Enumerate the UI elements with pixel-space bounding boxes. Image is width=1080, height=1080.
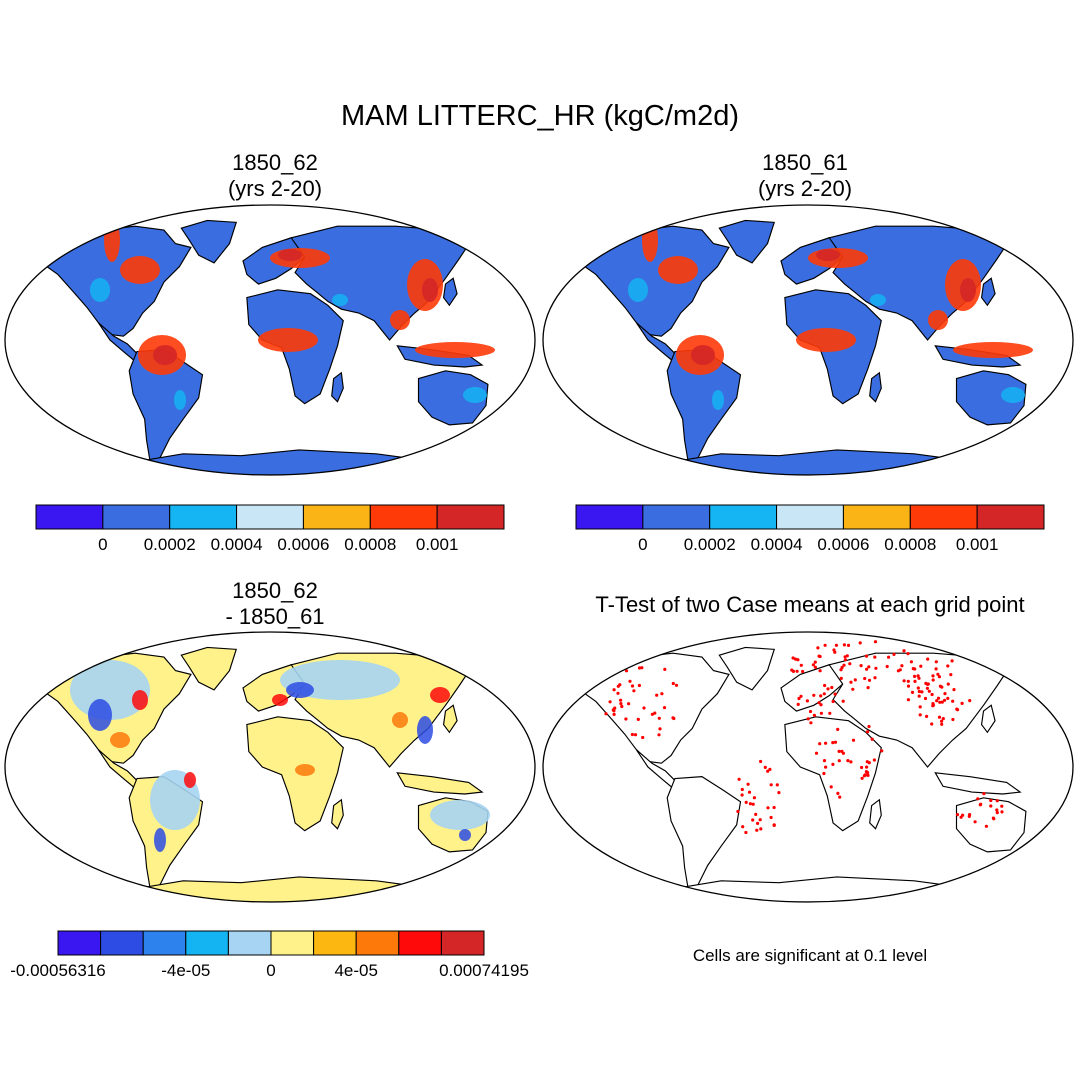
panel-title-line1: 1850_61 xyxy=(762,150,848,175)
panel-title-line2: (yrs 2-20) xyxy=(757,176,853,201)
colorbar-case2-swatch xyxy=(575,504,644,530)
map-border xyxy=(542,631,1074,903)
panel-title-line1: 1850_62 xyxy=(232,150,318,175)
colorbar-case1-swatch xyxy=(436,504,505,530)
colorbar-case2-swatch xyxy=(709,504,778,530)
colorbar-case2-tick-label: 0.001 xyxy=(956,535,999,554)
map-panel-case2 xyxy=(542,204,1074,476)
colorbar-diff-swatch xyxy=(100,930,144,956)
colorbar-diff-tick-label: 0 xyxy=(266,961,275,980)
colorbar-case1-swatch xyxy=(169,504,238,530)
panel-title-diff: 1850_62 - 1850_61 xyxy=(140,578,410,630)
colorbar-case1-tick-label: 0.0008 xyxy=(344,535,396,554)
colorbar-case2-tick-label: 0.0004 xyxy=(751,535,803,554)
colorbar-case1-swatch xyxy=(369,504,438,530)
map-panel-ttest xyxy=(542,631,1074,903)
colorbar-diff-tick-label: -0.00056316 xyxy=(10,961,105,980)
colorbar-case1-tick-label: 0.001 xyxy=(416,535,459,554)
panel-title-case2: 1850_61 (yrs 2-20) xyxy=(670,150,940,202)
panel-title-line2: (yrs 2-20) xyxy=(227,176,323,201)
colorbar-case1-tick-label: 0.0002 xyxy=(144,535,196,554)
colorbar-case2-tick-label: 0.0006 xyxy=(817,535,869,554)
colorbar-diff-swatch xyxy=(270,930,315,956)
significance-note: Cells are significant at 0.1 level xyxy=(692,946,928,965)
panel-title-ttest: T-Test of two Case means at each grid po… xyxy=(595,592,1025,617)
colorbar-case1: 0 0.0002 0.0004 0.0006 0.0008 0.001 xyxy=(35,504,505,554)
colorbar-diff-tick-label: 4e-05 xyxy=(334,961,377,980)
colorbar-case1-tick-label: 0.0006 xyxy=(277,535,329,554)
significance-dots xyxy=(604,640,1004,835)
colorbar-diff-tick-label: 0.00074195 xyxy=(439,961,529,980)
colorbar-case1-tick-label: 0.0004 xyxy=(211,535,263,554)
colorbar-case2-tick-label: 0.0008 xyxy=(884,535,936,554)
colorbar-case2-tick-label: 0.0002 xyxy=(684,535,736,554)
colorbar-case2-swatch xyxy=(909,504,978,530)
colorbar-diff-swatch xyxy=(57,930,102,956)
colorbar-diff-swatch xyxy=(398,930,442,956)
map-border xyxy=(4,204,536,476)
map-border xyxy=(542,204,1074,476)
panel-title-case1: 1850_62 (yrs 2-20) xyxy=(140,150,410,202)
colorbar-diff-swatch xyxy=(142,930,187,956)
colorbar-case2-tick-label: 0 xyxy=(638,535,647,554)
colorbar-case2-swatch xyxy=(842,504,911,530)
map-border xyxy=(4,631,536,903)
colorbar-case2-swatch xyxy=(976,504,1045,530)
colorbar-case1-swatch xyxy=(35,504,104,530)
colorbar-diff-swatch xyxy=(313,930,357,956)
colorbar-case2-swatch xyxy=(776,504,844,530)
colorbar-case2-swatch xyxy=(642,504,711,530)
colorbar-case1-swatch xyxy=(302,504,371,530)
map-panel-case1 xyxy=(4,204,536,476)
colorbar-diff: -0.00056316 -4e-05 0 4e-05 0.00074195 xyxy=(10,930,529,980)
colorbar-case2: 0 0.0002 0.0004 0.0006 0.0008 0.001 xyxy=(575,504,1045,554)
colorbar-case1-swatch xyxy=(102,504,171,530)
colorbar-diff-swatch xyxy=(355,930,400,956)
panel-title-line2: - 1850_61 xyxy=(225,604,325,629)
map-panel-diff xyxy=(4,631,536,903)
colorbar-diff-swatch xyxy=(185,930,229,956)
colorbar-diff-swatch xyxy=(227,930,272,956)
colorbar-case1-swatch xyxy=(236,504,304,530)
colorbar-case1-tick-label: 0 xyxy=(98,535,107,554)
figure-title: MAM LITTERC_HR (kgC/m2d) xyxy=(341,100,739,132)
colorbar-diff-swatch xyxy=(440,930,485,956)
colorbar-diff-tick-label: -4e-05 xyxy=(161,961,210,980)
panel-title-line1: 1850_62 xyxy=(232,578,318,603)
